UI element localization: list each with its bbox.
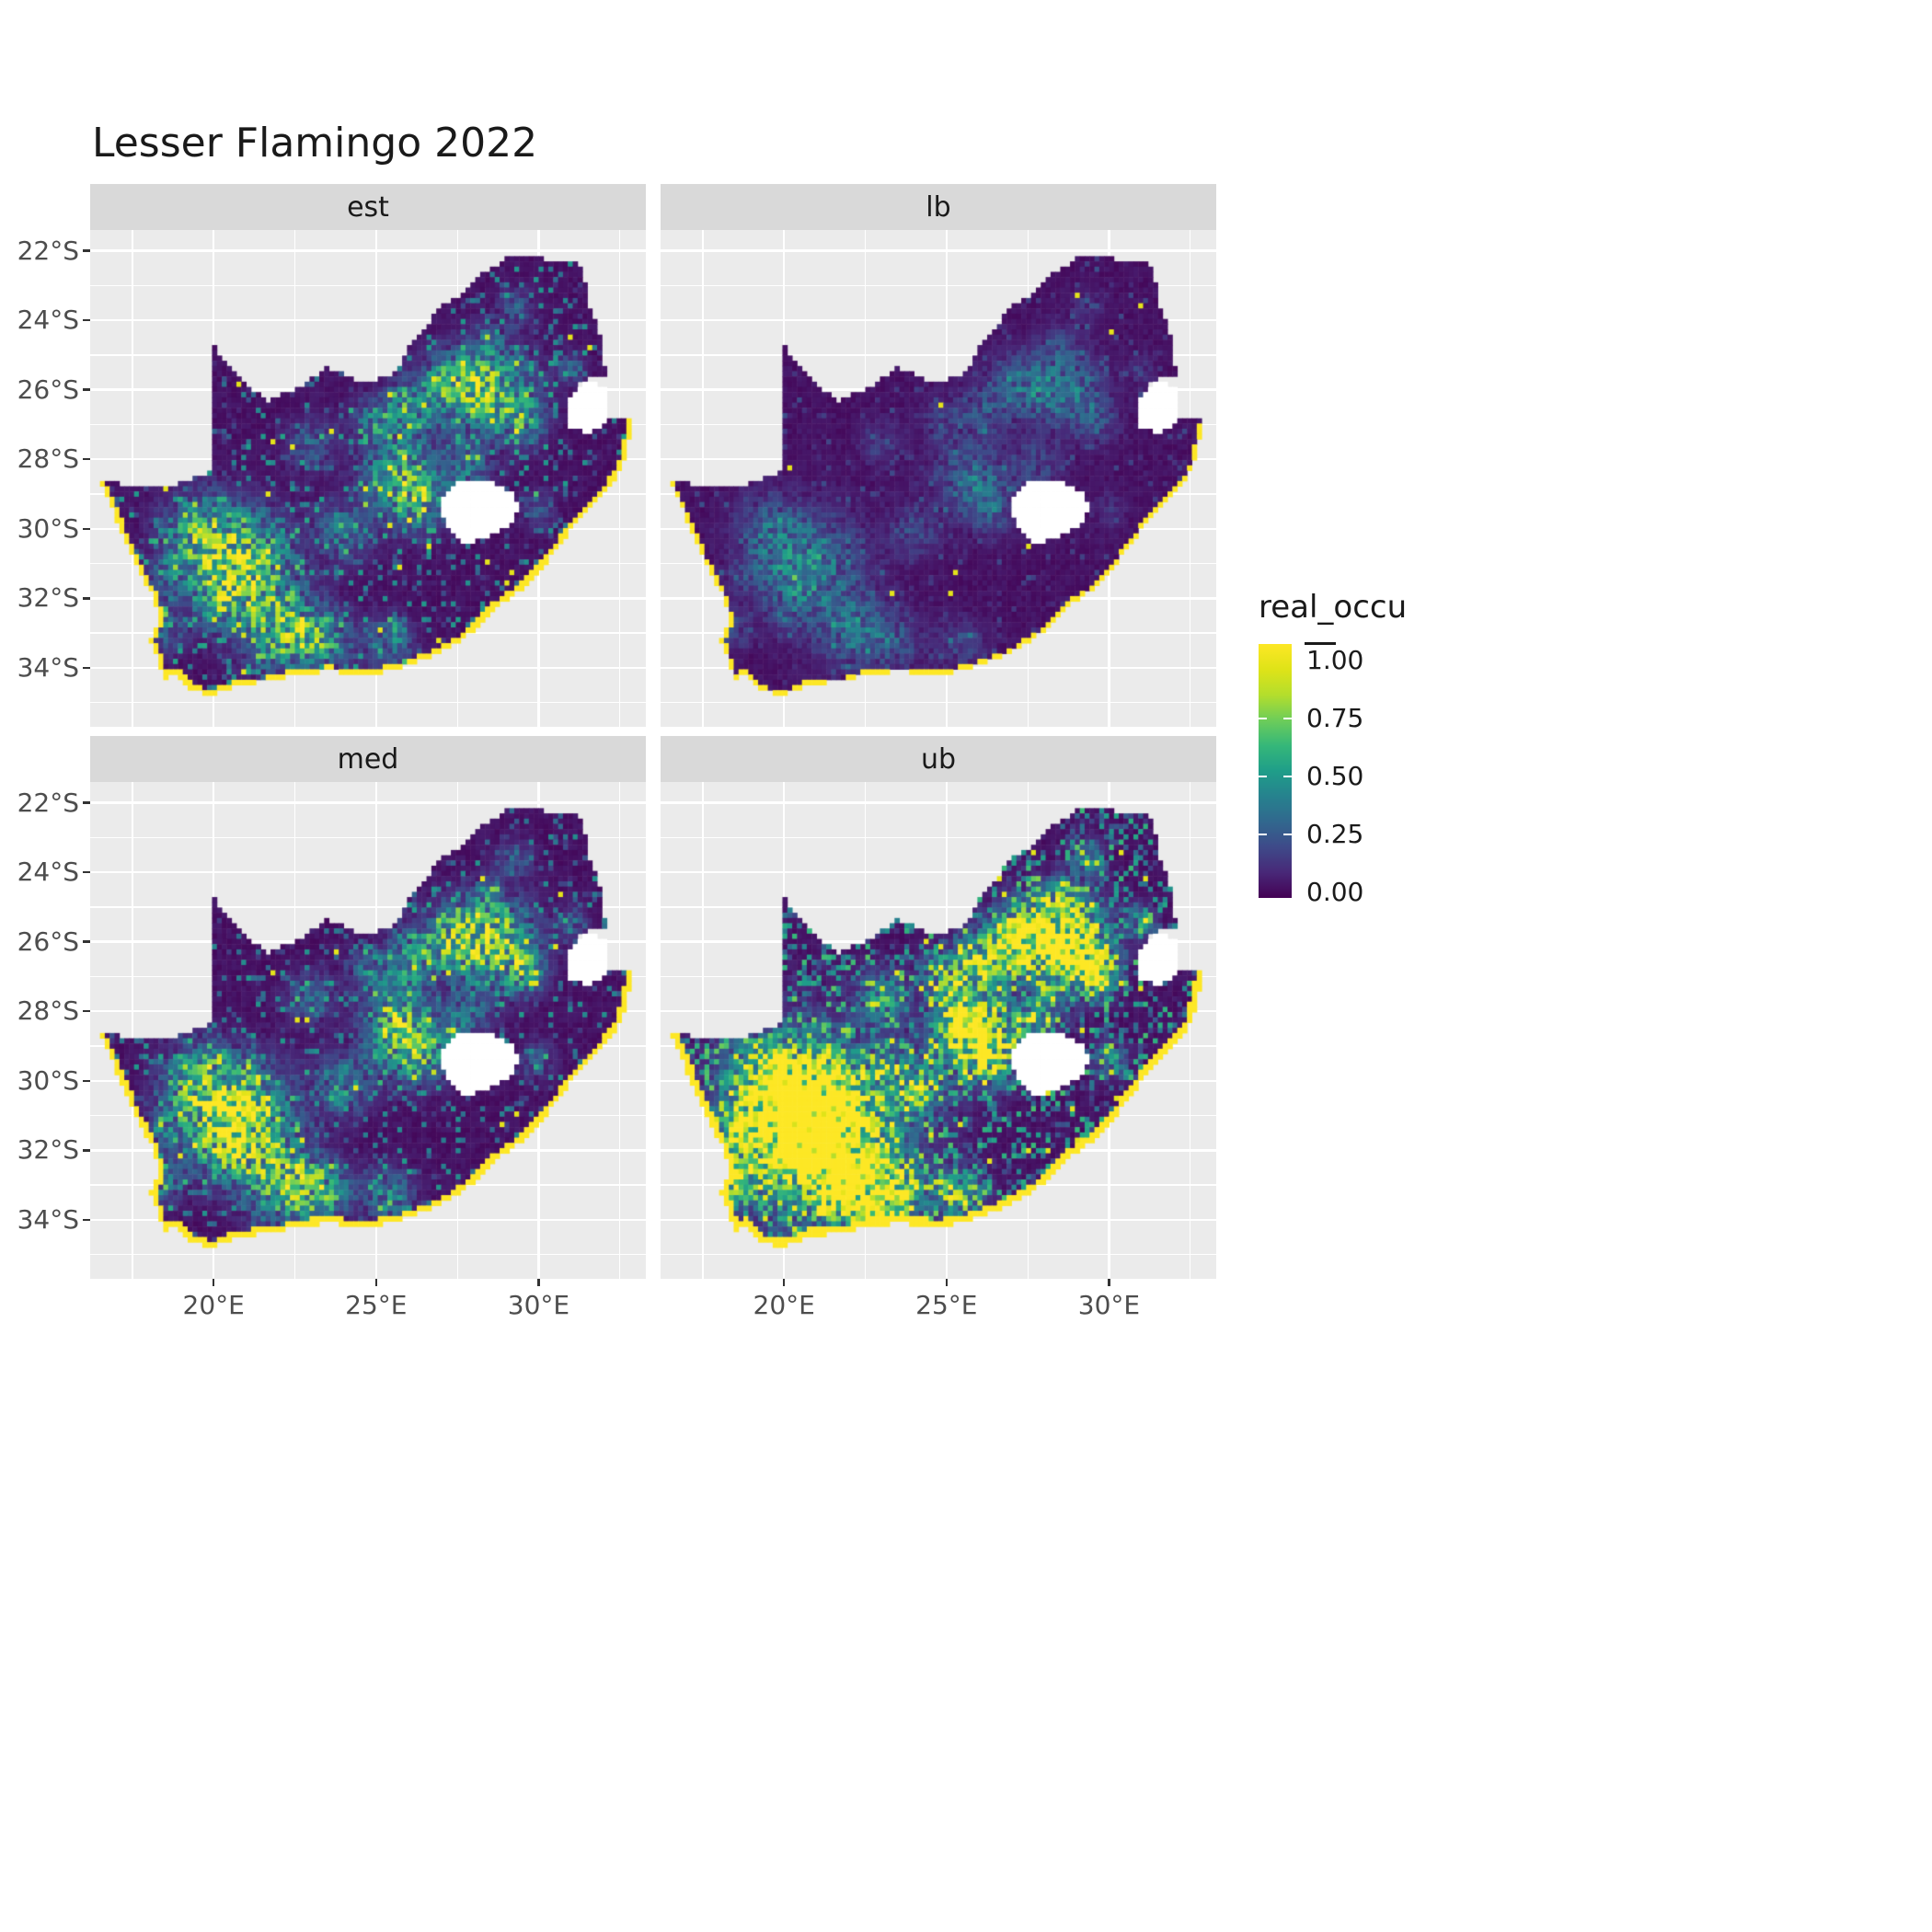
y-axis-tick-label: 34°S: [17, 651, 79, 683]
legend-bar-tick: [1259, 775, 1267, 778]
y-axis-tick-label: 22°S: [17, 787, 79, 818]
facet-strip-est: est: [90, 184, 646, 230]
legend-bar-tick: [1259, 717, 1267, 720]
legend-label: 0.00: [1306, 877, 1364, 907]
legend-bar-tick: [1283, 717, 1292, 720]
y-tick-mark: [83, 318, 90, 322]
facet-panel-est: [90, 230, 646, 727]
facet-panel-ub: [661, 782, 1216, 1279]
y-tick-mark: [83, 1079, 90, 1082]
legend-label: 0.75: [1306, 703, 1364, 733]
facet-panel-med: [90, 782, 646, 1279]
y-axis-tick-label: 28°S: [17, 995, 79, 1027]
y-tick-mark: [83, 1149, 90, 1152]
facet-strip-ub: ub: [661, 736, 1216, 782]
legend-label: 0.50: [1306, 761, 1364, 791]
y-axis-tick-label: 34°S: [17, 1203, 79, 1235]
facet-map-est: [90, 230, 646, 727]
y-axis-tick-label: 30°S: [17, 512, 79, 544]
y-tick-mark: [83, 666, 90, 670]
y-axis-tick-label: 28°S: [17, 443, 79, 475]
y-tick-mark: [83, 801, 90, 804]
legend-top-tick: [1305, 642, 1336, 645]
y-axis-tick-label: 24°S: [17, 305, 79, 336]
y-tick-mark: [83, 597, 90, 600]
legend-bar-tick: [1283, 833, 1292, 836]
legend-colorbar: [1259, 644, 1292, 898]
x-axis-tick-label: 20°E: [753, 1290, 815, 1320]
y-tick-mark: [83, 1009, 90, 1013]
x-tick-mark: [212, 1279, 215, 1286]
facet-strip-label-lb: lb: [926, 190, 951, 224]
y-axis-tick-label: 32°S: [17, 1134, 79, 1166]
facet-map-lb: [661, 230, 1216, 727]
y-axis-tick-label: 22°S: [17, 235, 79, 266]
legend-title: real_occu: [1259, 589, 1408, 626]
y-axis-tick-label: 26°S: [17, 926, 79, 957]
y-axis-tick-label: 26°S: [17, 374, 79, 405]
facet-strip-label-est: est: [347, 190, 389, 224]
x-tick-mark: [782, 1279, 786, 1286]
facet-panel-lb: [661, 230, 1216, 727]
y-axis-tick-label: 32°S: [17, 582, 79, 614]
y-tick-mark: [83, 1218, 90, 1222]
legend-bar-tick: [1259, 833, 1267, 836]
plot-title: Lesser Flamingo 2022: [92, 120, 538, 167]
x-axis-tick-label: 30°E: [507, 1290, 570, 1320]
facet-strip-med: med: [90, 736, 646, 782]
y-tick-mark: [83, 940, 90, 943]
facet-map-ub: [661, 782, 1216, 1279]
legend-label: 1.00: [1306, 645, 1364, 675]
x-axis-tick-label: 25°E: [915, 1290, 978, 1320]
y-tick-mark: [83, 527, 90, 530]
x-axis-tick-label: 20°E: [182, 1290, 245, 1320]
y-tick-mark: [83, 388, 90, 391]
x-tick-mark: [537, 1279, 540, 1286]
facet-strip-lb: lb: [661, 184, 1216, 230]
x-tick-mark: [945, 1279, 949, 1286]
x-tick-mark: [374, 1279, 378, 1286]
y-tick-mark: [83, 457, 90, 461]
x-axis-tick-label: 30°E: [1077, 1290, 1141, 1320]
x-tick-mark: [1108, 1279, 1110, 1286]
y-tick-mark: [83, 870, 90, 874]
y-axis-tick-label: 24°S: [17, 857, 79, 888]
facet-strip-label-ub: ub: [920, 742, 957, 776]
legend-label: 0.25: [1306, 819, 1364, 849]
legend-bar-tick: [1283, 775, 1292, 778]
y-axis-tick-label: 30°S: [17, 1064, 79, 1096]
x-axis-tick-label: 25°E: [345, 1290, 408, 1320]
y-tick-mark: [83, 249, 90, 252]
facet-map-med: [90, 782, 646, 1279]
facet-strip-label-med: med: [337, 742, 399, 776]
